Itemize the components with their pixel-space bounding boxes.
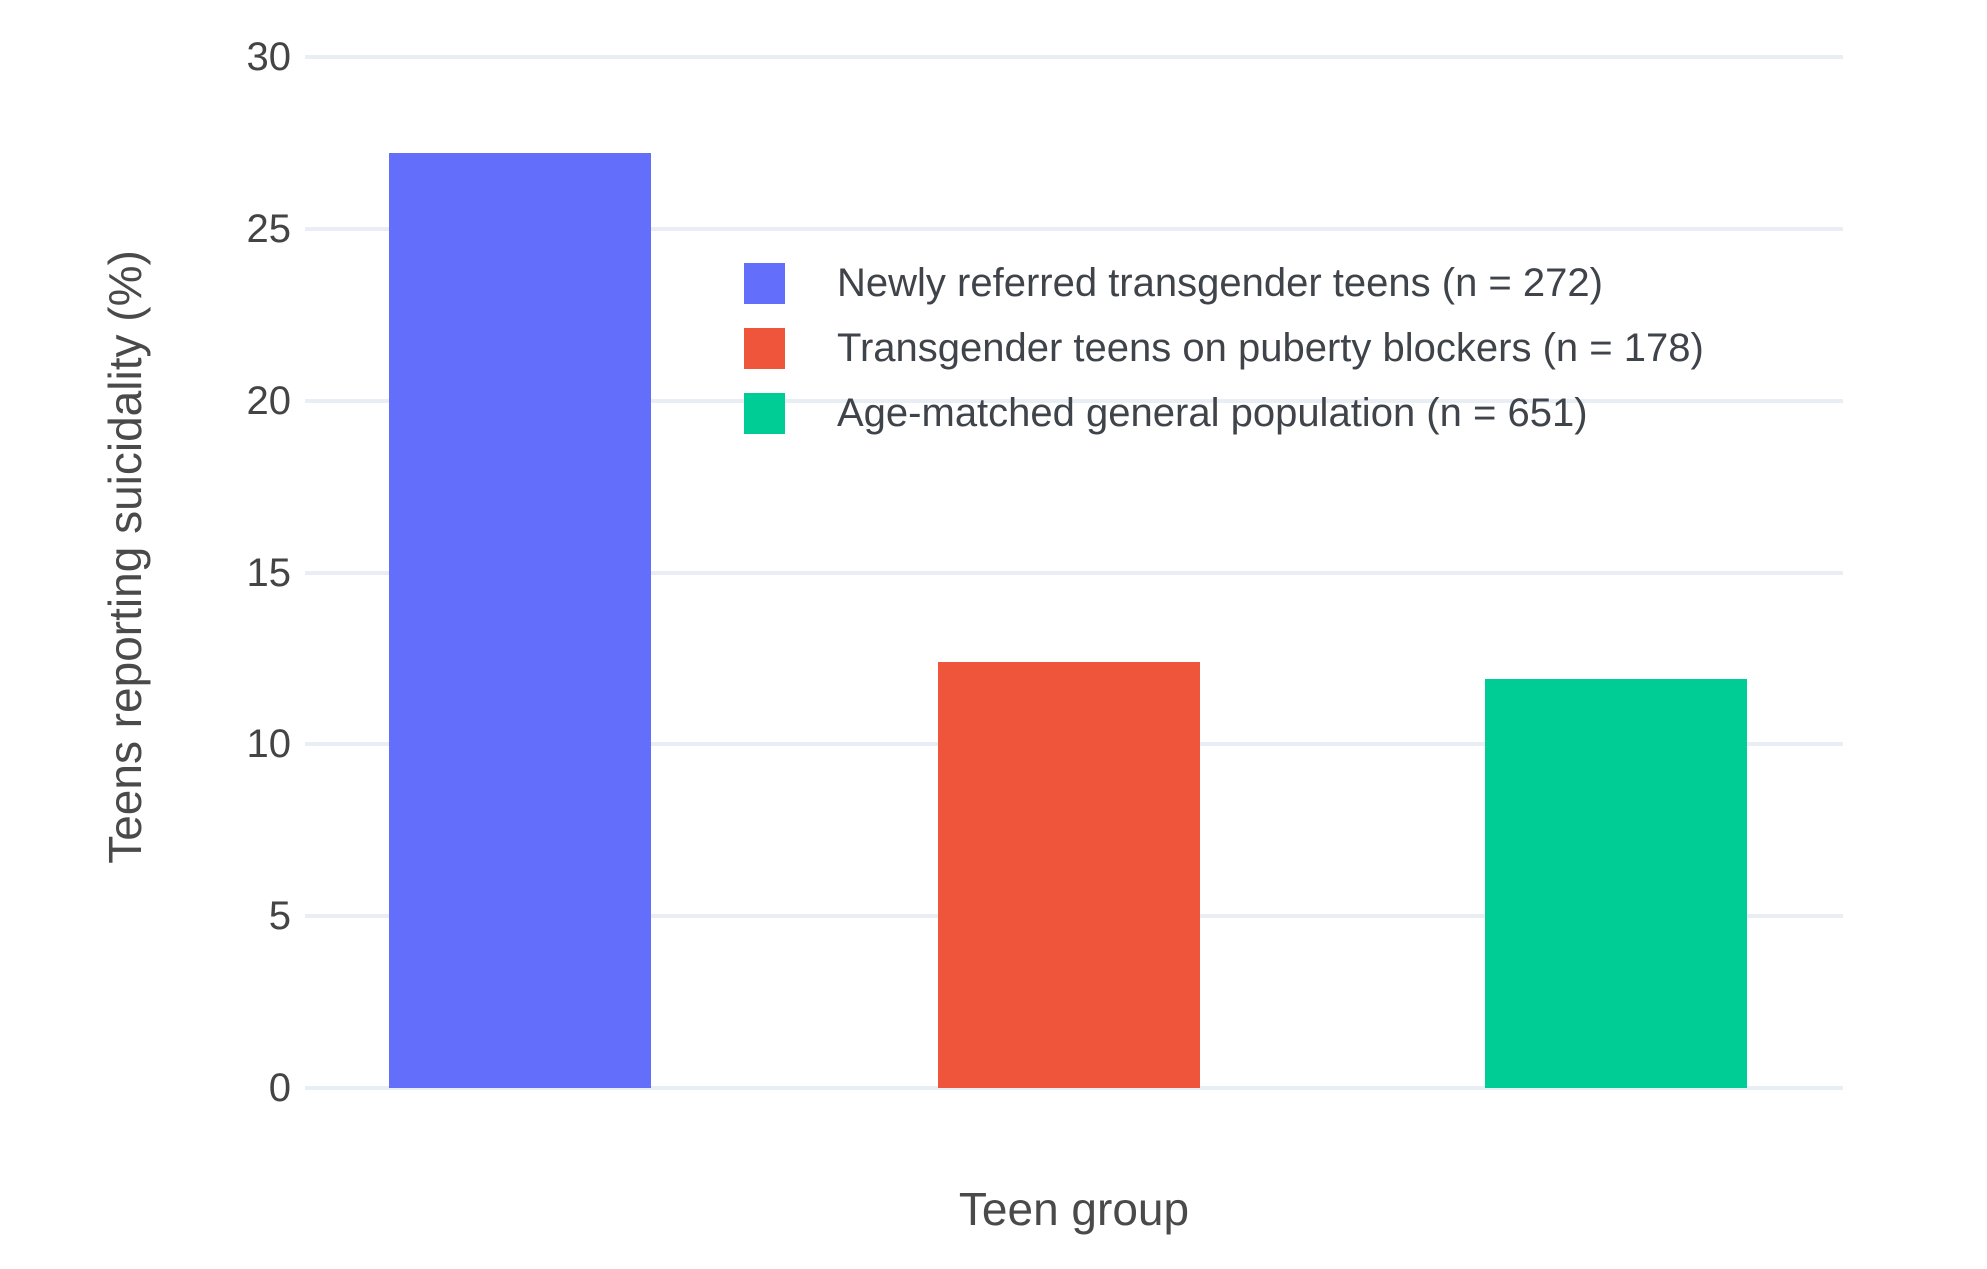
legend-swatch-icon: [744, 328, 785, 369]
gridline: [305, 570, 1843, 575]
y-tick-label: 10: [246, 722, 292, 767]
gridline: [305, 226, 1843, 231]
plot-area: [305, 55, 1843, 1090]
y-tick-label: 5: [268, 894, 291, 939]
y-axis-tick-labels: 0 5 10 15 20 25 30: [0, 0, 292, 1269]
legend-item[interactable]: Age-matched general population (n = 651): [744, 393, 1704, 434]
bar: [938, 662, 1200, 1088]
y-tick-label: 30: [246, 35, 292, 79]
bar: [1485, 679, 1747, 1088]
y-axis-title: Teens reporting suicidality (%): [99, 250, 151, 864]
legend-item[interactable]: Newly referred transgender teens (n = 27…: [744, 263, 1704, 304]
y-tick-label: 0: [268, 1066, 291, 1110]
legend: Newly referred transgender teens (n = 27…: [744, 263, 1704, 434]
legend-swatch-icon: [744, 393, 785, 434]
y-tick-label: 15: [246, 550, 292, 595]
bar: [389, 153, 651, 1088]
legend-label: Transgender teens on puberty blockers (n…: [837, 326, 1704, 370]
gridline: [305, 398, 1843, 403]
legend-label: Newly referred transgender teens (n = 27…: [837, 261, 1603, 305]
legend-swatch-icon: [744, 263, 785, 304]
gridline: [305, 55, 1843, 59]
y-tick-label: 25: [246, 206, 292, 251]
y-tick-label: 20: [246, 378, 292, 423]
legend-label: Age-matched general population (n = 651): [837, 391, 1588, 435]
legend-item[interactable]: Transgender teens on puberty blockers (n…: [744, 328, 1704, 369]
gridline: [305, 1086, 1843, 1090]
x-axis-title: Teen group: [958, 1183, 1190, 1235]
